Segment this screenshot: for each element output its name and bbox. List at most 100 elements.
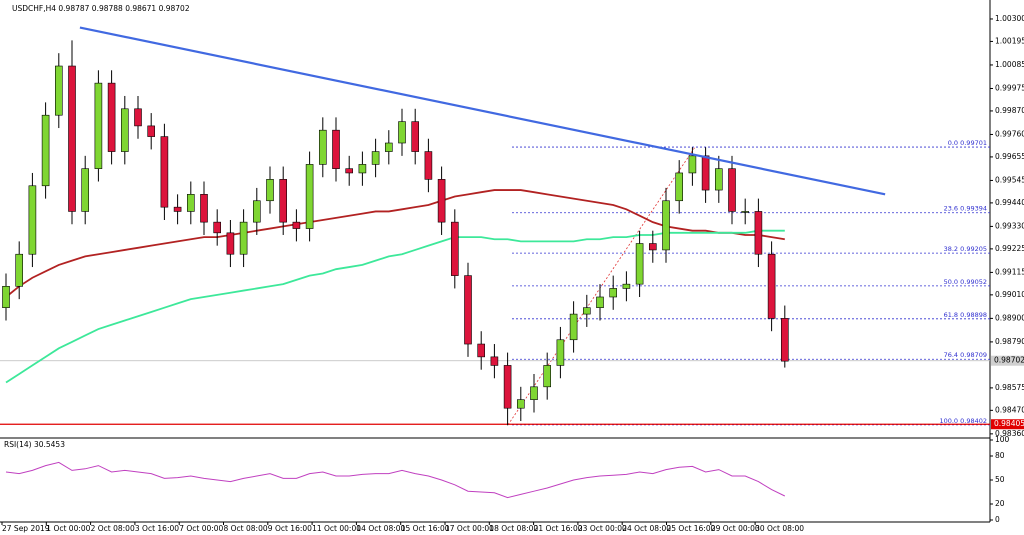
candle-body bbox=[345, 168, 354, 174]
trendline bbox=[79, 26, 886, 196]
candle-body bbox=[266, 179, 274, 202]
candle-body bbox=[780, 318, 789, 362]
candle-body bbox=[411, 121, 420, 152]
candle-body bbox=[609, 288, 618, 298]
x-tick-label: 7 Oct 00:00 bbox=[179, 524, 223, 533]
candle-body bbox=[384, 142, 393, 152]
y-tick-label: 0.99655 bbox=[995, 152, 1024, 161]
candle-body bbox=[226, 232, 235, 255]
x-tick-label: 27 Sep 2019 bbox=[2, 524, 50, 533]
rsi-line bbox=[5, 461, 786, 499]
x-tick-label: 18 Oct 08:00 bbox=[489, 524, 538, 533]
candle-body bbox=[754, 211, 763, 255]
y-tick-label: 0.98360 bbox=[995, 429, 1024, 438]
y-tick-label: 0.99760 bbox=[995, 129, 1024, 138]
y-tick-label: 1.00085 bbox=[995, 60, 1024, 69]
fib-label: 61.8 0.98898 bbox=[944, 311, 987, 319]
candle-body bbox=[622, 283, 631, 289]
candle-body bbox=[41, 114, 50, 187]
candle-body bbox=[305, 164, 314, 229]
candle-body bbox=[490, 356, 499, 366]
x-tick-label: 25 Oct 16:00 bbox=[667, 524, 716, 533]
support-box bbox=[991, 419, 1024, 430]
y-tick-label: 0.98575 bbox=[995, 383, 1024, 392]
y-tick-label: 0.98790 bbox=[995, 337, 1024, 346]
x-tick-label: 2 Oct 08:00 bbox=[91, 524, 135, 533]
candle-body bbox=[332, 129, 340, 169]
x-tick-label: 11 Oct 00:00 bbox=[312, 524, 361, 533]
candle-body bbox=[173, 206, 182, 212]
candle-body bbox=[543, 365, 552, 388]
candle-body bbox=[701, 155, 710, 191]
rsi-tick-label: 20 bbox=[995, 499, 1005, 508]
rsi-tick-label: 80 bbox=[995, 451, 1005, 460]
candle-body bbox=[68, 65, 76, 212]
moving-average bbox=[5, 229, 785, 384]
candle-body bbox=[635, 243, 644, 285]
x-tick-label: 15 Oct 16:00 bbox=[401, 524, 450, 533]
candle-body bbox=[437, 179, 446, 223]
candle-body bbox=[662, 200, 670, 251]
fib-label: 76.4 0.98709 bbox=[944, 351, 987, 359]
candle-body bbox=[741, 211, 750, 213]
current-price-box bbox=[991, 355, 1024, 366]
candle-body bbox=[767, 253, 776, 319]
candle-body bbox=[54, 65, 63, 116]
candle-body bbox=[121, 108, 129, 152]
candle-body bbox=[279, 179, 288, 223]
current-price-label: 0.98702 bbox=[994, 356, 1024, 365]
candle-body bbox=[213, 221, 221, 234]
candle-body bbox=[714, 168, 723, 191]
candle-body bbox=[160, 136, 169, 208]
y-tick-label: 0.99225 bbox=[995, 244, 1024, 253]
rsi-tick-label: 0 bbox=[995, 515, 1000, 524]
y-tick-label: 0.99440 bbox=[995, 198, 1024, 207]
y-tick-label: 0.98470 bbox=[995, 405, 1024, 414]
candle-body bbox=[134, 108, 142, 127]
y-tick-label: 0.99975 bbox=[995, 83, 1024, 92]
fib-label: 38.2 0.99205 bbox=[944, 245, 987, 253]
x-tick-label: 14 Oct 08:00 bbox=[356, 524, 405, 533]
x-tick-label: 30 Oct 08:00 bbox=[755, 524, 804, 533]
moving-average bbox=[5, 189, 785, 298]
y-tick-label: 0.99545 bbox=[995, 175, 1024, 184]
candle-body bbox=[292, 221, 301, 229]
x-tick-label: 3 Oct 16:00 bbox=[135, 524, 179, 533]
rsi-tick-label: 100 bbox=[995, 435, 1010, 444]
x-tick-label: 1 Oct 00:00 bbox=[46, 524, 90, 533]
candle-body bbox=[516, 399, 525, 409]
x-tick-label: 21 Oct 16:00 bbox=[534, 524, 583, 533]
x-tick-label: 8 Oct 08:00 bbox=[224, 524, 268, 533]
y-tick-label: 0.99330 bbox=[995, 221, 1024, 230]
candle-body bbox=[81, 168, 89, 212]
candle-body bbox=[596, 296, 604, 308]
candle-body bbox=[147, 125, 155, 137]
support-label: 0.98405 bbox=[994, 419, 1024, 428]
candle-body bbox=[200, 194, 208, 223]
candle-body bbox=[450, 221, 459, 276]
candle-body bbox=[358, 164, 367, 174]
candle-body bbox=[371, 151, 380, 165]
candle-body bbox=[187, 194, 195, 212]
x-tick-label: 23 Oct 00:00 bbox=[578, 524, 627, 533]
candle-body bbox=[2, 285, 10, 308]
y-tick-label: 1.00195 bbox=[995, 36, 1024, 45]
candle-body bbox=[398, 121, 406, 144]
rsi-tick-label: 50 bbox=[995, 475, 1005, 484]
rsi-label: RSI(14) 30.5453 bbox=[4, 440, 65, 449]
x-tick-label: 9 Oct 16:00 bbox=[268, 524, 312, 533]
fib-label: 50.0 0.99052 bbox=[944, 278, 987, 286]
candle-body bbox=[688, 155, 697, 174]
candle-body bbox=[424, 151, 433, 180]
candle-body bbox=[15, 253, 23, 287]
candle-body bbox=[530, 386, 538, 400]
candle-body bbox=[253, 200, 261, 223]
y-tick-label: 1.00300 bbox=[995, 14, 1024, 23]
candle-body bbox=[569, 313, 578, 341]
fib-label: 100.0 0.98402 bbox=[939, 417, 987, 425]
y-tick-label: 0.99010 bbox=[995, 290, 1024, 299]
candle-body bbox=[28, 185, 37, 255]
